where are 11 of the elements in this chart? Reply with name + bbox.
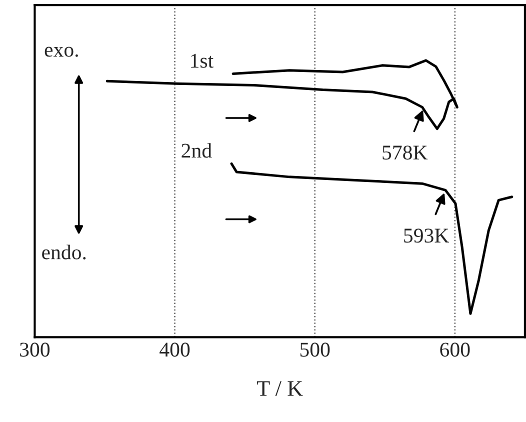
series-label: 2nd xyxy=(182,143,212,158)
text: exo. xyxy=(44,46,78,57)
annotation: 593K xyxy=(404,228,450,243)
x-tick-label: 600 xyxy=(440,342,470,357)
x-tick-label: 400 xyxy=(160,342,190,357)
series-label: 1st xyxy=(191,54,214,68)
annotation: endo. xyxy=(42,244,86,260)
annotation: 578K xyxy=(382,146,428,160)
x-tick-label: 500 xyxy=(300,342,330,357)
x-axis-title: T / K xyxy=(256,381,303,396)
x-tick-label: 300 xyxy=(20,342,50,357)
